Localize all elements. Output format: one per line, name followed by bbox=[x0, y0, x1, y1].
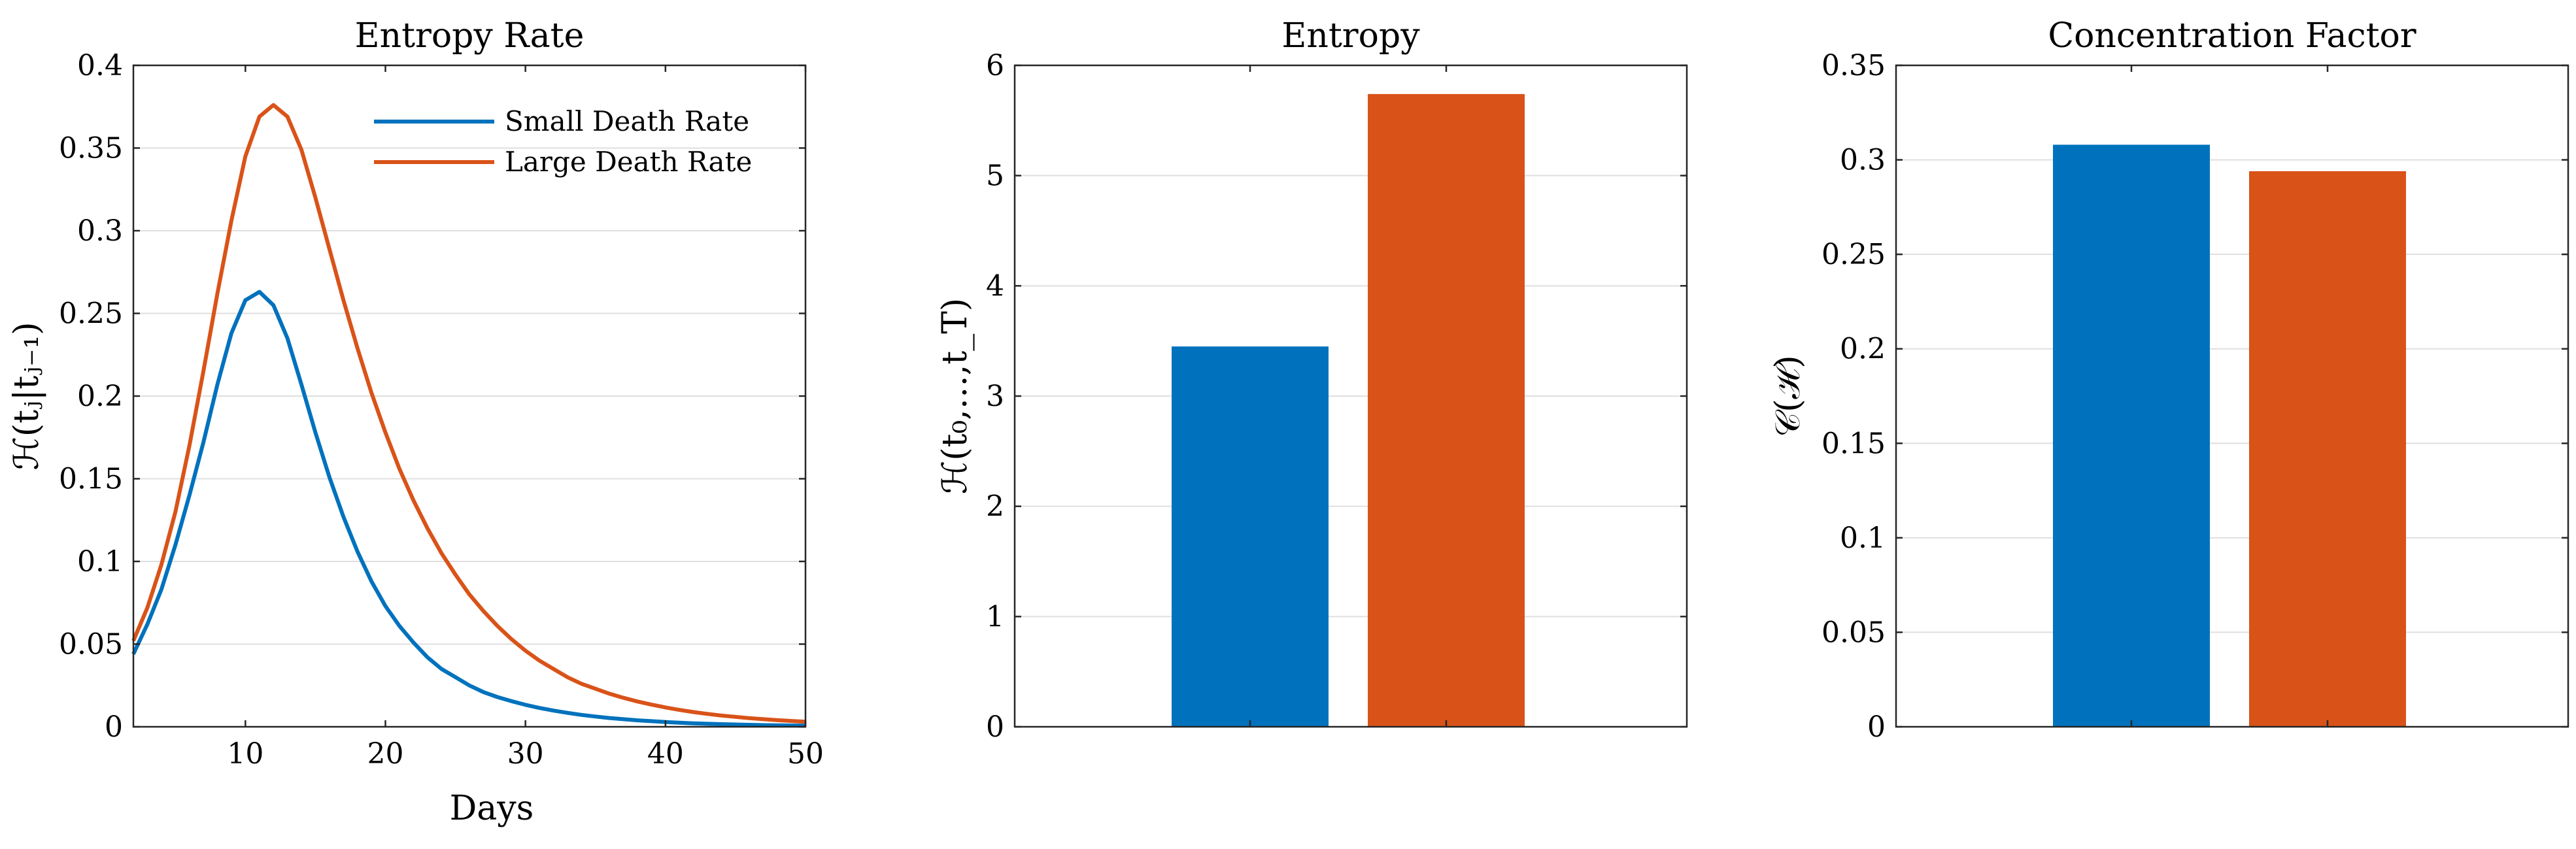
entropy-rate-series bbox=[131, 103, 806, 728]
y-tick-label: 0.25 bbox=[1822, 238, 1886, 271]
x-tick-label: 30 bbox=[507, 737, 544, 771]
entropy-y-tick-labels: 0 1 2 3 4 5 6 bbox=[986, 49, 1004, 744]
entropy-bars bbox=[1172, 93, 1525, 727]
concentration-factor-bar-chart: 0 0.05 0.1 0.15 0.2 0.25 0.3 0.35 Concentration… bbox=[1769, 16, 2569, 744]
bar-large-death-rate bbox=[2249, 171, 2406, 727]
y-tick-label: 0.3 bbox=[1840, 144, 1886, 177]
y-tick-label: 0.2 bbox=[1840, 333, 1886, 366]
y-tick-label: 0.35 bbox=[59, 132, 123, 165]
y-tick-label: 0.4 bbox=[77, 49, 123, 82]
entropy-rate-title: Entropy Rate bbox=[355, 16, 585, 56]
legend-label-large-death-rate: Large Death Rate bbox=[505, 146, 752, 178]
entropy-tick-marks bbox=[1015, 64, 1687, 728]
y-tick-label: 2 bbox=[986, 490, 1004, 524]
bar-small-death-rate bbox=[1172, 346, 1329, 727]
entropy-bar-chart: 0 1 2 3 4 5 6 Entropy ℋ(t₀,…,t_T) bbox=[936, 16, 1688, 744]
legend-label-small-death-rate: Small Death Rate bbox=[505, 105, 749, 137]
x-tick-label: 50 bbox=[787, 737, 824, 771]
y-tick-label: 0.1 bbox=[77, 545, 123, 578]
y-tick-label: 0.3 bbox=[77, 214, 123, 248]
small-death-rate-line bbox=[131, 290, 806, 728]
entropy-rate-chart: 0 0.05 0.1 0.15 0.2 0.25 0.3 0.35 0.4 10 20 30 40 50… bbox=[7, 16, 824, 828]
entropy-rate-legend: Small Death Rate Large Death Rate bbox=[374, 105, 752, 178]
concentration-factor-title: Concentration Factor bbox=[2048, 16, 2416, 56]
y-tick-label: 0.25 bbox=[59, 297, 123, 331]
x-tick-label: 10 bbox=[227, 737, 263, 771]
entropy-y-axis-label: ℋ(t₀,…,t_T) bbox=[936, 298, 975, 494]
bar-large-death-rate bbox=[1368, 93, 1525, 727]
y-tick-label: 0.15 bbox=[1822, 427, 1886, 460]
y-tick-label: 0 bbox=[1867, 710, 1886, 744]
y-tick-label: 0.05 bbox=[1822, 616, 1886, 649]
entropy-rate-x-axis-label: Days bbox=[450, 789, 534, 828]
concentration-factor-y-tick-labels: 0 0.05 0.1 0.15 0.2 0.25 0.3 0.35 bbox=[1822, 49, 1886, 744]
entropy-gridlines bbox=[1015, 175, 1687, 618]
bar-small-death-rate bbox=[2053, 144, 2210, 727]
entropy-rate-y-axis-label: ℋ(tⱼ|tⱼ₋₁) bbox=[7, 322, 46, 470]
entropy-rate-y-tick-labels: 0 0.05 0.1 0.15 0.2 0.25 0.3 0.35 0.4 bbox=[59, 49, 123, 744]
concentration-factor-plot-frame bbox=[1895, 64, 2569, 728]
y-tick-label: 6 bbox=[986, 49, 1004, 82]
y-tick-label: 0.2 bbox=[77, 380, 123, 413]
y-tick-label: 5 bbox=[986, 159, 1004, 193]
y-tick-label: 0.15 bbox=[59, 463, 123, 496]
concentration-factor-tick-marks bbox=[1896, 64, 2568, 728]
concentration-factor-bars bbox=[2053, 144, 2406, 727]
entropy-rate-x-tick-labels: 10 20 30 40 50 bbox=[227, 737, 824, 771]
y-tick-label: 0.1 bbox=[1840, 522, 1886, 555]
entropy-title: Entropy bbox=[1281, 16, 1420, 56]
concentration-factor-y-axis-label: 𝒞(ℋ) bbox=[1769, 355, 1808, 437]
x-tick-label: 20 bbox=[367, 737, 404, 771]
entropy-rate-tick-marks bbox=[133, 64, 807, 728]
y-tick-label: 0.05 bbox=[59, 628, 123, 661]
y-tick-label: 0 bbox=[986, 710, 1004, 744]
y-tick-label: 1 bbox=[986, 600, 1004, 633]
x-tick-label: 40 bbox=[647, 737, 684, 771]
large-death-rate-line bbox=[131, 103, 806, 724]
concentration-factor-gridlines bbox=[1896, 159, 2568, 633]
entropy-rate-gridlines bbox=[133, 147, 805, 645]
y-tick-label: 0 bbox=[105, 710, 123, 744]
y-tick-label: 4 bbox=[986, 269, 1004, 303]
y-tick-label: 0.35 bbox=[1822, 49, 1886, 82]
y-tick-label: 3 bbox=[986, 380, 1004, 413]
